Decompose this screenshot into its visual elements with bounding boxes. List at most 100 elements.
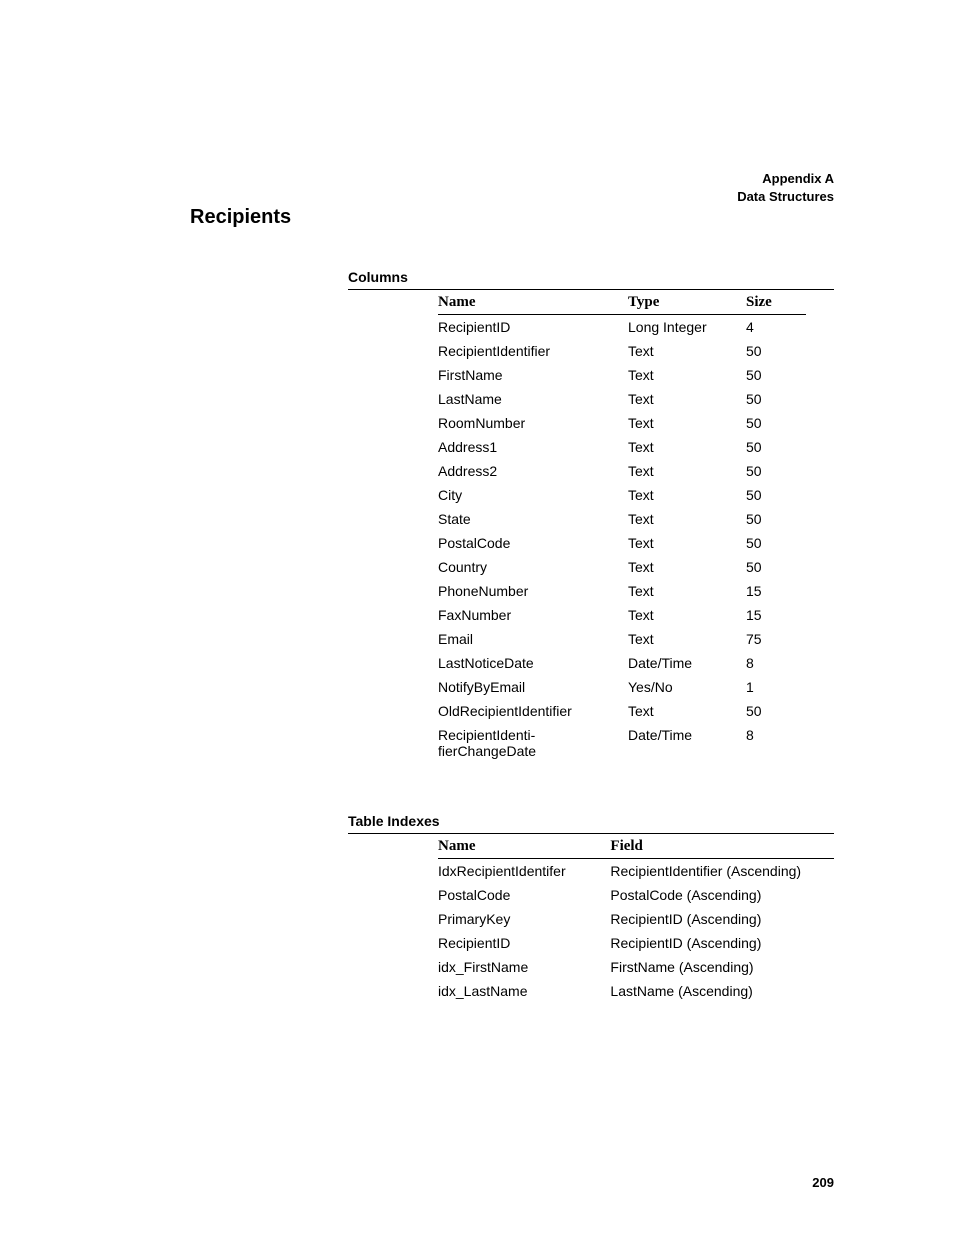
column-type-cell: Text: [628, 555, 746, 579]
table-row: PostalCodePostalCode (Ascending): [438, 883, 834, 907]
column-size-cell: 8: [746, 723, 806, 763]
column-name-cell: LastName: [438, 387, 628, 411]
index-field-cell: LastName (Ascending): [610, 979, 834, 1003]
column-name-cell: FaxNumber: [438, 603, 628, 627]
column-size-cell: 15: [746, 603, 806, 627]
column-type-cell: Date/Time: [628, 723, 746, 763]
columns-table: Name Type Size RecipientIDLong Integer4R…: [438, 292, 806, 763]
column-size-cell: 50: [746, 699, 806, 723]
indexes-header-row: Name Field: [438, 836, 834, 859]
column-name-cell: FirstName: [438, 363, 628, 387]
column-type-cell: Text: [628, 435, 746, 459]
columns-header-type: Type: [628, 292, 746, 315]
table-row: PostalCodeText50: [438, 531, 806, 555]
column-name-cell: PhoneNumber: [438, 579, 628, 603]
column-name-cell: RecipientID: [438, 315, 628, 340]
column-name-cell: State: [438, 507, 628, 531]
column-type-cell: Text: [628, 699, 746, 723]
column-size-cell: 50: [746, 339, 806, 363]
table-row: OldRecipientIdentifierText50: [438, 699, 806, 723]
column-size-cell: 50: [746, 435, 806, 459]
column-name-cell: RecipientIdenti- fierChangeDate: [438, 723, 628, 763]
column-name-cell: Country: [438, 555, 628, 579]
table-row: NotifyByEmailYes/No1: [438, 675, 806, 699]
indexes-header-field: Field: [610, 836, 834, 859]
column-name-cell: RoomNumber: [438, 411, 628, 435]
column-type-cell: Yes/No: [628, 675, 746, 699]
column-name-cell: City: [438, 483, 628, 507]
column-size-cell: 50: [746, 555, 806, 579]
table-row: PhoneNumberText15: [438, 579, 806, 603]
indexes-header-name: Name: [438, 836, 610, 859]
table-row: CityText50: [438, 483, 806, 507]
column-size-cell: 50: [746, 507, 806, 531]
column-size-cell: 15: [746, 579, 806, 603]
table-row: IdxRecipientIdentiferRecipientIdentifier…: [438, 859, 834, 884]
column-name-cell: LastNoticeDate: [438, 651, 628, 675]
index-name-cell: IdxRecipientIdentifer: [438, 859, 610, 884]
index-field-cell: RecipientIdentifier (Ascending): [610, 859, 834, 884]
table-row: EmailText75: [438, 627, 806, 651]
index-name-cell: PostalCode: [438, 883, 610, 907]
index-name-cell: idx_FirstName: [438, 955, 610, 979]
indexes-table: Name Field IdxRecipientIdentiferRecipien…: [438, 836, 834, 1003]
columns-header-name: Name: [438, 292, 628, 315]
column-name-cell: PostalCode: [438, 531, 628, 555]
column-type-cell: Text: [628, 627, 746, 651]
column-size-cell: 50: [746, 531, 806, 555]
index-field-cell: FirstName (Ascending): [610, 955, 834, 979]
table-row: CountryText50: [438, 555, 806, 579]
table-row: RecipientIdenti- fierChangeDateDate/Time…: [438, 723, 806, 763]
columns-section-label: Columns: [348, 269, 834, 285]
column-name-cell: OldRecipientIdentifier: [438, 699, 628, 723]
table-row: FaxNumberText15: [438, 603, 806, 627]
column-type-cell: Text: [628, 531, 746, 555]
table-row: FirstNameText50: [438, 363, 806, 387]
index-name-cell: idx_LastName: [438, 979, 610, 1003]
page-title: Recipients: [190, 206, 834, 229]
table-row: RecipientIDLong Integer4: [438, 315, 806, 340]
column-name-cell: NotifyByEmail: [438, 675, 628, 699]
page-body: Recipients Columns Name Type Size Recipi…: [0, 0, 954, 1003]
column-type-cell: Text: [628, 339, 746, 363]
indexes-section-label: Table Indexes: [348, 813, 834, 829]
column-type-cell: Text: [628, 411, 746, 435]
table-row: PrimaryKeyRecipientID (Ascending): [438, 907, 834, 931]
column-size-cell: 50: [746, 363, 806, 387]
columns-header-size: Size: [746, 292, 806, 315]
page-header-right: Appendix A Data Structures: [737, 170, 834, 206]
table-row: RoomNumberText50: [438, 411, 806, 435]
table-row: RecipientIDRecipientID (Ascending): [438, 931, 834, 955]
page-number: 209: [812, 1175, 834, 1190]
column-type-cell: Date/Time: [628, 651, 746, 675]
index-field-cell: RecipientID (Ascending): [610, 931, 834, 955]
column-name-cell: Email: [438, 627, 628, 651]
columns-table-container: Name Type Size RecipientIDLong Integer4R…: [348, 289, 834, 763]
column-name-cell: RecipientIdentifier: [438, 339, 628, 363]
column-size-cell: 50: [746, 387, 806, 411]
column-size-cell: 4: [746, 315, 806, 340]
table-row: Address2Text50: [438, 459, 806, 483]
column-name-cell: Address2: [438, 459, 628, 483]
column-type-cell: Text: [628, 363, 746, 387]
column-size-cell: 50: [746, 411, 806, 435]
column-size-cell: 50: [746, 459, 806, 483]
column-size-cell: 75: [746, 627, 806, 651]
index-name-cell: RecipientID: [438, 931, 610, 955]
column-type-cell: Text: [628, 483, 746, 507]
column-type-cell: Text: [628, 579, 746, 603]
column-type-cell: Long Integer: [628, 315, 746, 340]
table-row: LastNameText50: [438, 387, 806, 411]
header-appendix: Appendix A: [737, 170, 834, 188]
table-row: StateText50: [438, 507, 806, 531]
column-type-cell: Text: [628, 459, 746, 483]
indexes-table-container: Name Field IdxRecipientIdentiferRecipien…: [348, 833, 834, 1003]
table-row: idx_LastNameLastName (Ascending): [438, 979, 834, 1003]
header-section: Data Structures: [737, 188, 834, 206]
index-field-cell: RecipientID (Ascending): [610, 907, 834, 931]
index-name-cell: PrimaryKey: [438, 907, 610, 931]
column-size-cell: 8: [746, 651, 806, 675]
table-row: Address1Text50: [438, 435, 806, 459]
index-field-cell: PostalCode (Ascending): [610, 883, 834, 907]
column-type-cell: Text: [628, 387, 746, 411]
